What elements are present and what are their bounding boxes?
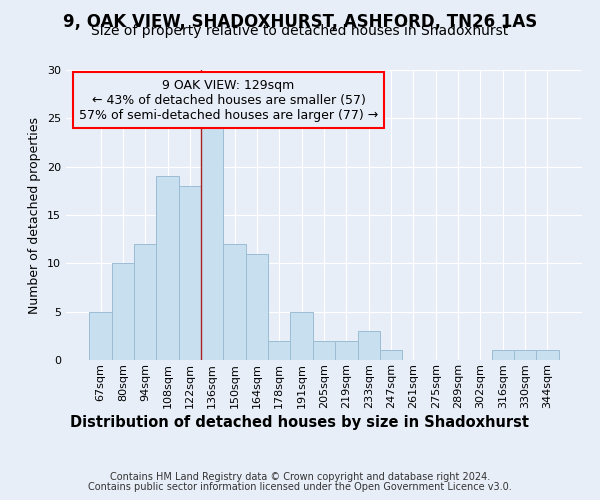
Bar bbox=[380, 350, 402, 360]
Bar bbox=[179, 186, 201, 360]
Bar bbox=[112, 264, 134, 360]
Bar bbox=[358, 331, 380, 360]
Bar bbox=[89, 312, 112, 360]
Bar bbox=[335, 340, 358, 360]
Bar bbox=[514, 350, 536, 360]
Bar bbox=[134, 244, 157, 360]
Bar bbox=[223, 244, 246, 360]
Bar bbox=[313, 340, 335, 360]
Bar bbox=[536, 350, 559, 360]
Text: Contains HM Land Registry data © Crown copyright and database right 2024.: Contains HM Land Registry data © Crown c… bbox=[110, 472, 490, 482]
Bar bbox=[201, 118, 223, 360]
Bar bbox=[290, 312, 313, 360]
Text: Contains public sector information licensed under the Open Government Licence v3: Contains public sector information licen… bbox=[88, 482, 512, 492]
Bar bbox=[268, 340, 290, 360]
Text: 9 OAK VIEW: 129sqm
← 43% of detached houses are smaller (57)
57% of semi-detache: 9 OAK VIEW: 129sqm ← 43% of detached hou… bbox=[79, 78, 378, 122]
Bar bbox=[246, 254, 268, 360]
Y-axis label: Number of detached properties: Number of detached properties bbox=[28, 116, 41, 314]
Text: Size of property relative to detached houses in Shadoxhurst: Size of property relative to detached ho… bbox=[91, 24, 509, 38]
Text: 9, OAK VIEW, SHADOXHURST, ASHFORD, TN26 1AS: 9, OAK VIEW, SHADOXHURST, ASHFORD, TN26 … bbox=[63, 12, 537, 30]
Bar bbox=[491, 350, 514, 360]
Bar bbox=[157, 176, 179, 360]
Text: Distribution of detached houses by size in Shadoxhurst: Distribution of detached houses by size … bbox=[71, 415, 530, 430]
